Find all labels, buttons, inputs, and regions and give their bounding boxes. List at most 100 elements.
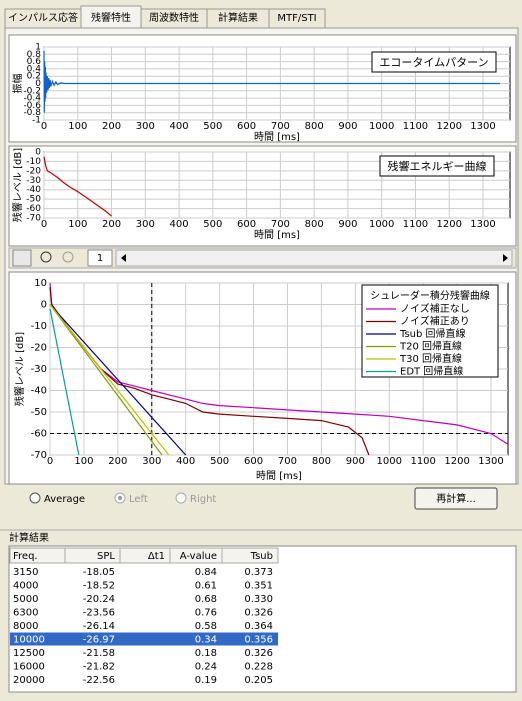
legend-label: EDT 回帰直線 (400, 365, 463, 378)
tab-label: 計算結果 (218, 11, 258, 24)
y-tick-label: 0.4 (27, 64, 42, 74)
table-cell: 16000 (13, 662, 45, 673)
table-cell: 20000 (13, 675, 45, 686)
y-tick-label: 0 (35, 148, 41, 158)
y-tick-label: -60 (31, 429, 47, 440)
y-tick-label: 0.2 (27, 72, 41, 82)
x-tick-label: 700 (271, 121, 290, 132)
x-tick-label: 300 (136, 121, 155, 132)
x-tick-label: 1200 (436, 121, 461, 132)
table-cell: 5000 (13, 594, 38, 605)
table-cell: 0.205 (244, 675, 273, 686)
table-cell: -26.97 (83, 635, 115, 646)
x-tick-label: 100 (74, 456, 93, 467)
group-title: 計算結果 (9, 531, 49, 544)
y-tick-label: -50 (26, 195, 41, 205)
y-tick-label: -10 (26, 157, 41, 167)
x-tick-label: 600 (237, 219, 256, 230)
y-axis-label: 振幅 (11, 74, 24, 94)
table-cell: 12500 (13, 648, 45, 659)
table-cell: 0.351 (244, 581, 273, 592)
x-tick-label: 400 (170, 219, 189, 230)
tab-label: 残響特性 (91, 11, 131, 24)
chart-title: 残響エネルギー曲線 (388, 159, 487, 173)
table-cell: 4000 (13, 581, 38, 592)
x-tick-label: 1100 (403, 121, 428, 132)
table-cell: 0.76 (195, 608, 217, 619)
button-label: 再計算... (436, 492, 476, 505)
table-cell: 10000 (13, 635, 45, 646)
y-tick-label: -0.6 (23, 101, 41, 111)
x-tick-label: 300 (136, 219, 155, 230)
title-box (379, 155, 495, 177)
page-box[interactable] (87, 249, 113, 267)
table-cell: 0.326 (244, 648, 273, 659)
scrollbar[interactable] (115, 249, 513, 267)
x-axis-label: 時間 [ms] (254, 229, 300, 241)
chart-title: エコータイムパターン (379, 56, 488, 69)
y-tick-label: -60 (26, 204, 41, 214)
y-tick-label: -70 (31, 450, 47, 461)
table-header: SPL (97, 551, 115, 562)
radio-dot (118, 496, 122, 500)
radio-label: Average (44, 494, 85, 505)
table-cell: 0.58 (195, 621, 217, 632)
tab[interactable] (268, 8, 326, 29)
x-axis-label: 時間 [ms] (254, 131, 300, 143)
table-cell: 0.19 (195, 675, 217, 686)
series-line (43, 50, 500, 113)
x-tick-label: 1100 (403, 219, 428, 230)
x-tick-label: 900 (338, 121, 357, 132)
selected-row[interactable] (10, 632, 278, 646)
fit-button[interactable] (12, 249, 32, 267)
table-header: A-value (180, 551, 217, 562)
x-tick-label: 1000 (377, 456, 402, 467)
zoom-out[interactable] (62, 251, 74, 263)
x-tick-label: 1200 (436, 219, 461, 230)
table-cell: 8000 (13, 621, 38, 632)
radio[interactable] (175, 492, 187, 504)
x-tick-label: 700 (278, 456, 297, 467)
radio[interactable] (29, 492, 41, 504)
y-tick-label: -50 (31, 407, 47, 418)
zoom-in[interactable] (40, 251, 52, 263)
x-tick-label: 100 (68, 121, 87, 132)
y-tick-label: -10 (31, 321, 47, 332)
table-cell: -20.24 (83, 594, 115, 605)
table-cell: -21.58 (83, 648, 115, 659)
legend-label: T30 回帰直線 (399, 352, 462, 365)
x-tick-label: 0 (41, 219, 47, 230)
y-tick-label: 10 (34, 278, 47, 289)
y-tick-label: -70 (26, 214, 41, 224)
x-tick-label: 1300 (470, 121, 495, 132)
x-tick-label: 100 (68, 219, 87, 230)
table-cell: -22.56 (83, 675, 115, 686)
series-line (49, 304, 170, 456)
y-tick-label: -40 (31, 386, 47, 397)
radio-label: Left (129, 494, 148, 505)
table-cell: 0.228 (244, 662, 273, 673)
y-tick-label: -40 (26, 185, 41, 195)
x-tick-label: 300 (142, 456, 161, 467)
x-tick-label: 600 (244, 456, 263, 467)
x-tick-label: 1200 (444, 456, 469, 467)
table-cell: 6300 (13, 608, 38, 619)
y-tick-label: -20 (26, 166, 41, 176)
legend-label: ノイズ補正あり (400, 315, 470, 328)
table-cell: 0.18 (195, 648, 217, 659)
recalc-button[interactable] (414, 487, 498, 510)
table-header-cell (221, 547, 279, 564)
y-tick-label: 0 (41, 300, 47, 311)
y-tick-label: -0.2 (23, 86, 41, 96)
table-cell: 0.61 (195, 581, 217, 592)
series-line (49, 304, 163, 456)
x-tick-label: 400 (176, 456, 195, 467)
y-tick-label: -1 (32, 116, 41, 126)
x-tick-label: 1000 (369, 121, 394, 132)
y-axis-label: 残響レベル [dB] (11, 148, 24, 222)
y-tick-label: 0 (35, 79, 41, 89)
legend-label: T20 回帰直線 (399, 340, 462, 353)
y-tick-label: 0.8 (27, 50, 42, 60)
